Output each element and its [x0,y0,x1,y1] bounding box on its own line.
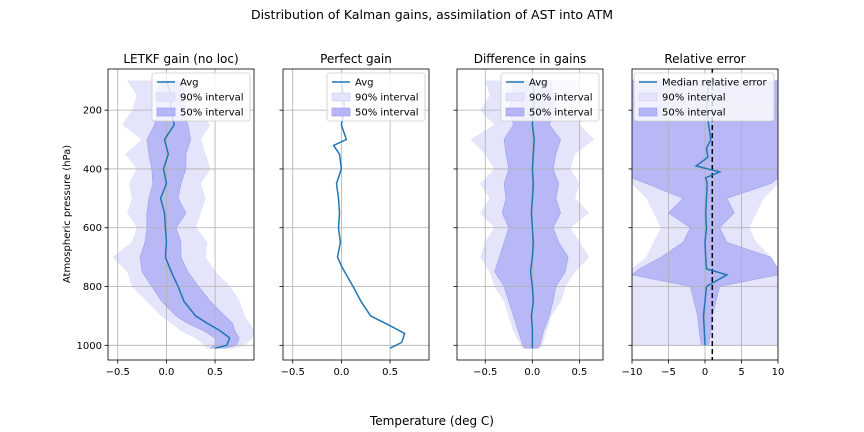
legend-label: 90% interval [662,93,726,104]
legend-label: 50% interval [355,108,419,119]
legend-box [151,72,251,122]
plot-area [632,69,778,360]
legend-label: 90% interval [529,93,593,104]
legend-label: 50% interval [529,108,593,119]
y-tick-label: 800 [83,282,102,293]
legend-band-swatch [156,92,176,102]
x-tick-label: −0.5 [473,367,497,378]
subplot-title: LETKF gain (no loc) [123,52,238,66]
legend-band-swatch [156,107,176,117]
x-tick-label: −0.5 [106,367,130,378]
y-tick-label: 1000 [77,341,102,352]
legend-band-swatch [505,107,525,117]
x-tick-label: −5 [661,367,676,378]
legend-box [633,72,775,122]
legend-label: Median relative error [662,78,768,89]
legend: Avg 90% interval 50% interval [500,72,600,122]
legend-label: Avg [180,78,199,89]
subplot-1: −0.5 0.0 0.5 200 400 600 800 1000 LETKF gain (no… [77,52,255,378]
subplot-title: Difference in gains [474,52,587,66]
x-tick-label: 0.0 [524,367,540,378]
legend-label: 90% interval [355,93,419,104]
legend-band-swatch [331,92,351,102]
legend: Median relative error 90% interval 50% int… [633,72,775,122]
subplot-3: −0.5 0.0 0.5 Difference in gains Avg 90% inte… [453,52,604,378]
x-tick-label: 10 [772,367,785,378]
x-tick-label: 0.0 [333,367,349,378]
x-tick-label: −0.5 [281,367,305,378]
x-tick-label: 0.5 [207,367,223,378]
figure-suptitle: Distribution of Kalman gains, assimilati… [251,7,613,22]
legend-box [326,72,426,122]
legend: Avg 90% interval 50% interval [326,72,426,122]
plot-area [457,69,603,360]
plot-area [108,69,254,360]
subplot-2: −0.5 0.0 0.5 Perfect gain Avg 90% interval 50%… [279,52,430,378]
series-line [529,80,535,349]
legend: Avg 90% interval 50% interval [151,72,251,122]
band-50 [139,80,240,349]
legend-band-swatch [638,92,658,102]
x-tick-label: 0.5 [571,367,587,378]
x-tick-label: 5 [738,367,744,378]
legend-label: Avg [529,78,548,89]
x-tick-label: 0.5 [382,367,398,378]
legend-label: 50% interval [180,108,244,119]
x-tick-label: 0.0 [158,367,174,378]
axes-frame [107,68,255,361]
y-tick-label: 200 [83,106,102,117]
legend-band-swatch [331,107,351,117]
axes-frame [456,68,604,361]
subplots: −0.5 0.0 0.5 200 400 600 800 1000 LETKF gain (no… [77,52,785,378]
x-tick-label: −10 [621,367,642,378]
figure-xlabel: Temperature (deg C) [369,414,494,428]
legend-label: 50% interval [662,108,726,119]
subplot-title: Relative error [664,52,745,66]
subplot-title: Perfect gain [320,52,392,66]
figure-ylabel: Atmospheric pressure (hPa) [62,145,73,283]
series-line [159,80,231,349]
y-tick-label: 400 [83,164,102,175]
axes-frame [282,68,430,361]
subplot-4: −10 −5 0 5 10 Relative error Median relative e… [621,52,784,378]
legend-band-swatch [505,92,525,102]
y-tick-label: 600 [83,223,102,234]
legend-box [500,72,600,122]
x-tick-label: 0 [702,367,708,378]
legend-label: 90% interval [180,93,244,104]
series-line [332,80,406,349]
legend-band-swatch [638,107,658,117]
series-line [694,80,729,346]
legend-label: Avg [355,78,374,89]
